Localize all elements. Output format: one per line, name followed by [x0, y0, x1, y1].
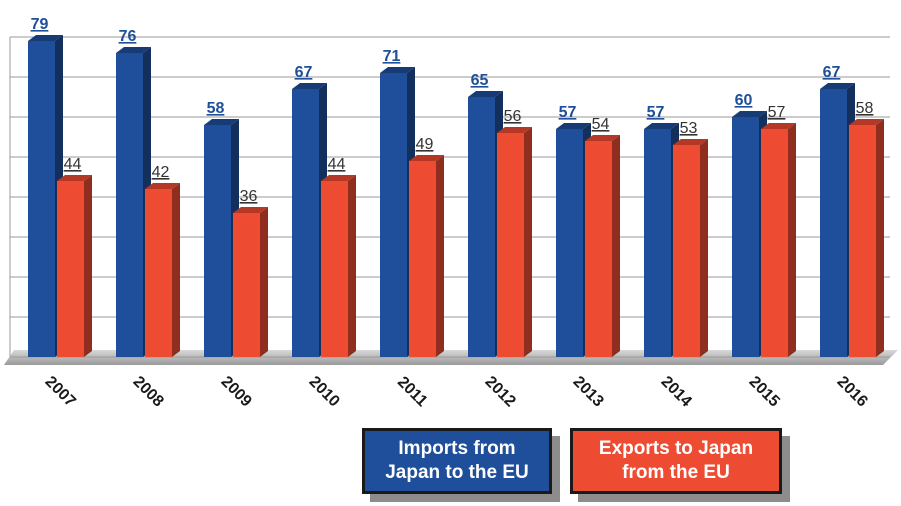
x-tick-label: 2015 — [746, 373, 783, 410]
bar — [761, 129, 788, 357]
value-label: 71 — [383, 48, 401, 65]
legend-exports: Exports to Japan from the EU — [570, 428, 782, 494]
bar-top — [409, 155, 444, 161]
bar — [116, 53, 143, 357]
bar-side — [876, 119, 884, 357]
value-label: 44 — [64, 156, 82, 173]
bar-top — [57, 175, 92, 181]
bar-top — [673, 139, 708, 145]
bar — [409, 161, 436, 357]
bar — [820, 89, 847, 357]
value-label: 36 — [240, 188, 258, 205]
bar — [732, 117, 759, 357]
bar-side — [436, 155, 444, 357]
bar — [145, 189, 172, 357]
value-label: 58 — [207, 100, 225, 117]
value-label: 53 — [680, 120, 698, 137]
value-label: 44 — [328, 156, 346, 173]
value-label: 57 — [768, 104, 786, 121]
value-label: 67 — [295, 64, 313, 81]
bar — [468, 97, 495, 357]
bar-top — [644, 123, 679, 129]
bar-top — [849, 119, 884, 125]
bar — [321, 181, 348, 357]
bar-side — [788, 123, 796, 357]
value-label: 57 — [559, 104, 577, 121]
bar-side — [84, 175, 92, 357]
x-tick-label: 2014 — [658, 373, 695, 410]
bar — [556, 129, 583, 357]
legend-imports: Imports from Japan to the EU — [362, 428, 552, 494]
bar-top — [233, 207, 268, 213]
bar-side — [348, 175, 356, 357]
bar-top — [497, 127, 532, 133]
bar-top — [204, 119, 239, 125]
value-label: 58 — [856, 100, 874, 117]
bar — [585, 141, 612, 357]
bar — [673, 145, 700, 357]
bar — [28, 41, 55, 357]
value-label: 79 — [31, 16, 49, 33]
bar-top — [321, 175, 356, 181]
x-tick-label: 2012 — [482, 373, 519, 410]
x-tick-label: 2008 — [130, 373, 167, 410]
bar — [497, 133, 524, 357]
bar-top — [145, 183, 180, 189]
bar-top — [761, 123, 796, 129]
bar-top — [380, 67, 415, 73]
bar-side — [260, 207, 268, 357]
x-tick-label: 2007 — [42, 373, 79, 410]
bar-side — [700, 139, 708, 357]
x-tick-label: 2009 — [218, 373, 255, 410]
bar — [644, 129, 671, 357]
bar-top — [585, 135, 620, 141]
value-label: 57 — [647, 104, 665, 121]
chart: 79 44 2007 76 42 2008 58 36 2009 67 44 2010 71 49 2011… — [4, 16, 898, 411]
bar-side — [172, 183, 180, 357]
bar-side — [612, 135, 620, 357]
x-tick-label: 2011 — [394, 374, 431, 411]
bar-top — [820, 83, 855, 89]
value-label: 49 — [416, 136, 434, 153]
value-label: 42 — [152, 164, 170, 181]
bar — [292, 89, 319, 357]
bar-top — [468, 91, 503, 97]
x-tick-label: 2010 — [306, 373, 343, 410]
x-tick-label: 2016 — [834, 373, 871, 410]
value-label: 65 — [471, 72, 489, 89]
bar-side — [524, 127, 532, 357]
value-label: 56 — [504, 108, 522, 125]
value-label: 76 — [119, 28, 137, 45]
bar-top — [28, 35, 63, 41]
bar — [849, 125, 876, 357]
bar-top — [732, 111, 767, 117]
bar — [233, 213, 260, 357]
bar — [57, 181, 84, 357]
bar-top — [556, 123, 591, 129]
bar — [380, 73, 407, 357]
bar-top — [292, 83, 327, 89]
x-tick-label: 2013 — [570, 373, 607, 410]
bar — [204, 125, 231, 357]
value-label: 60 — [735, 92, 753, 109]
value-label: 54 — [592, 116, 610, 133]
bar-top — [116, 47, 151, 53]
value-label: 67 — [823, 64, 841, 81]
